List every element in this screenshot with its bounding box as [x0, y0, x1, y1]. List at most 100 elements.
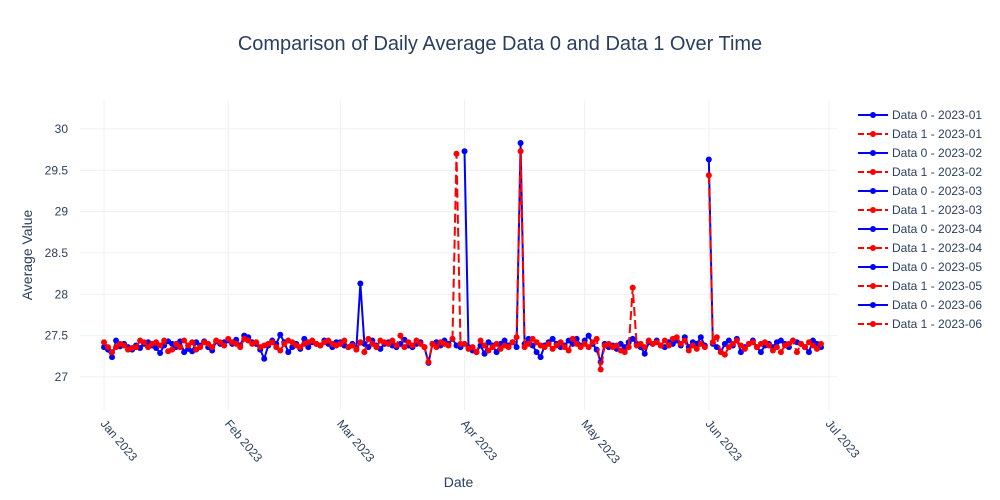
data-point	[105, 344, 112, 351]
legend-marker	[870, 188, 876, 194]
data-point	[237, 344, 244, 351]
data-point	[793, 349, 800, 356]
data-point	[693, 345, 700, 352]
series-line	[707, 159, 822, 354]
data-point	[537, 354, 544, 361]
data-point	[353, 346, 360, 353]
data-point	[665, 342, 672, 349]
data-point	[157, 349, 164, 356]
data-point	[433, 344, 440, 351]
data-point	[393, 342, 400, 349]
data-point	[145, 344, 152, 351]
series-line	[707, 175, 822, 356]
y-axis-ticks: 27 27.5 28 28.5 29 29.5 30	[45, 122, 69, 384]
data-point	[365, 344, 372, 351]
data-point	[121, 342, 128, 349]
data-point	[181, 349, 188, 356]
data-point	[277, 331, 284, 338]
data-point	[653, 339, 660, 346]
legend-item[interactable]: Data 0 - 2023-02	[858, 146, 982, 160]
data-point	[301, 335, 308, 342]
data-point	[713, 344, 720, 351]
data-point	[225, 335, 232, 342]
data-point	[529, 335, 536, 342]
data-point	[725, 344, 732, 351]
data-point	[289, 339, 296, 346]
data-point	[533, 349, 540, 356]
legend-label: Data 1 - 2023-06	[892, 317, 982, 331]
data-point	[705, 156, 712, 163]
data-point	[469, 344, 476, 351]
data-point	[497, 345, 504, 352]
x-axis-ticks: Jan 2023 Feb 2023 Mar 2023 Apr 2023 May 2023…	[98, 417, 863, 467]
data-point	[177, 344, 184, 351]
legend-item[interactable]: Data 1 - 2023-01	[858, 127, 982, 141]
data-point	[365, 335, 372, 342]
data-point	[489, 344, 496, 351]
series-layer	[101, 139, 824, 373]
legend-item[interactable]: Data 1 - 2023-05	[858, 279, 982, 293]
legend[interactable]: Data 0 - 2023-01 Data 1 - 2023-01 Data 0 -…	[858, 108, 982, 331]
data-point	[109, 349, 116, 356]
legend-item[interactable]: Data 1 - 2023-02	[858, 165, 982, 179]
data-point	[157, 342, 164, 349]
data-point	[789, 337, 796, 344]
legend-label: Data 1 - 2023-01	[892, 127, 982, 141]
data-point	[445, 342, 452, 349]
legend-item[interactable]: Data 0 - 2023-04	[858, 222, 982, 236]
legend-item[interactable]: Data 1 - 2023-03	[858, 203, 982, 217]
legend-marker	[870, 283, 876, 289]
series-data-0-2023-06	[705, 156, 824, 356]
legend-item[interactable]: Data 0 - 2023-03	[858, 184, 982, 198]
data-point	[777, 349, 784, 356]
y-tick-label: 27	[55, 370, 69, 384]
data-point	[645, 337, 652, 344]
data-point	[721, 351, 728, 358]
data-point	[593, 335, 600, 342]
data-point	[221, 342, 228, 349]
data-point	[261, 355, 268, 362]
legend-item[interactable]: Data 0 - 2023-05	[858, 260, 982, 274]
data-point	[461, 340, 468, 347]
y-tick-label: 30	[55, 122, 69, 136]
y-tick-label: 27.5	[45, 329, 69, 343]
data-point	[141, 339, 148, 346]
data-point	[549, 345, 556, 352]
data-point	[613, 342, 620, 349]
x-tick-label: Feb 2023	[222, 417, 266, 465]
data-point	[801, 344, 808, 351]
legend-item[interactable]: Data 0 - 2023-06	[858, 298, 982, 312]
data-point	[513, 344, 520, 351]
data-point	[317, 342, 324, 349]
series-data-1-2023-03	[337, 150, 464, 366]
legend-label: Data 0 - 2023-05	[892, 260, 982, 274]
x-tick-label: Jan 2023	[98, 417, 141, 464]
x-tick-label: Jul 2023	[823, 417, 863, 461]
legend-marker	[870, 150, 876, 156]
y-tick-label: 28.5	[45, 246, 69, 260]
legend-marker	[870, 245, 876, 251]
data-point	[449, 335, 456, 342]
legend-item[interactable]: Data 0 - 2023-01	[858, 108, 982, 122]
data-point	[721, 340, 728, 347]
data-point	[505, 344, 512, 351]
data-point	[657, 342, 664, 349]
data-point	[817, 340, 824, 347]
series-data-1-2023-01	[101, 337, 228, 356]
legend-item[interactable]: Data 1 - 2023-04	[858, 241, 982, 255]
data-point	[197, 344, 204, 351]
data-point	[245, 337, 252, 344]
data-point	[153, 339, 160, 346]
legend-label: Data 1 - 2023-04	[892, 241, 982, 255]
data-point	[513, 334, 520, 341]
data-point	[553, 342, 560, 349]
data-point	[785, 340, 792, 347]
y-axis-title: Average Value	[19, 210, 35, 301]
data-point	[545, 340, 552, 347]
x-tick-label: May 2023	[578, 417, 623, 467]
data-point	[689, 342, 696, 349]
legend-item[interactable]: Data 1 - 2023-06	[858, 317, 982, 331]
data-point	[629, 335, 636, 342]
data-point	[189, 339, 196, 346]
